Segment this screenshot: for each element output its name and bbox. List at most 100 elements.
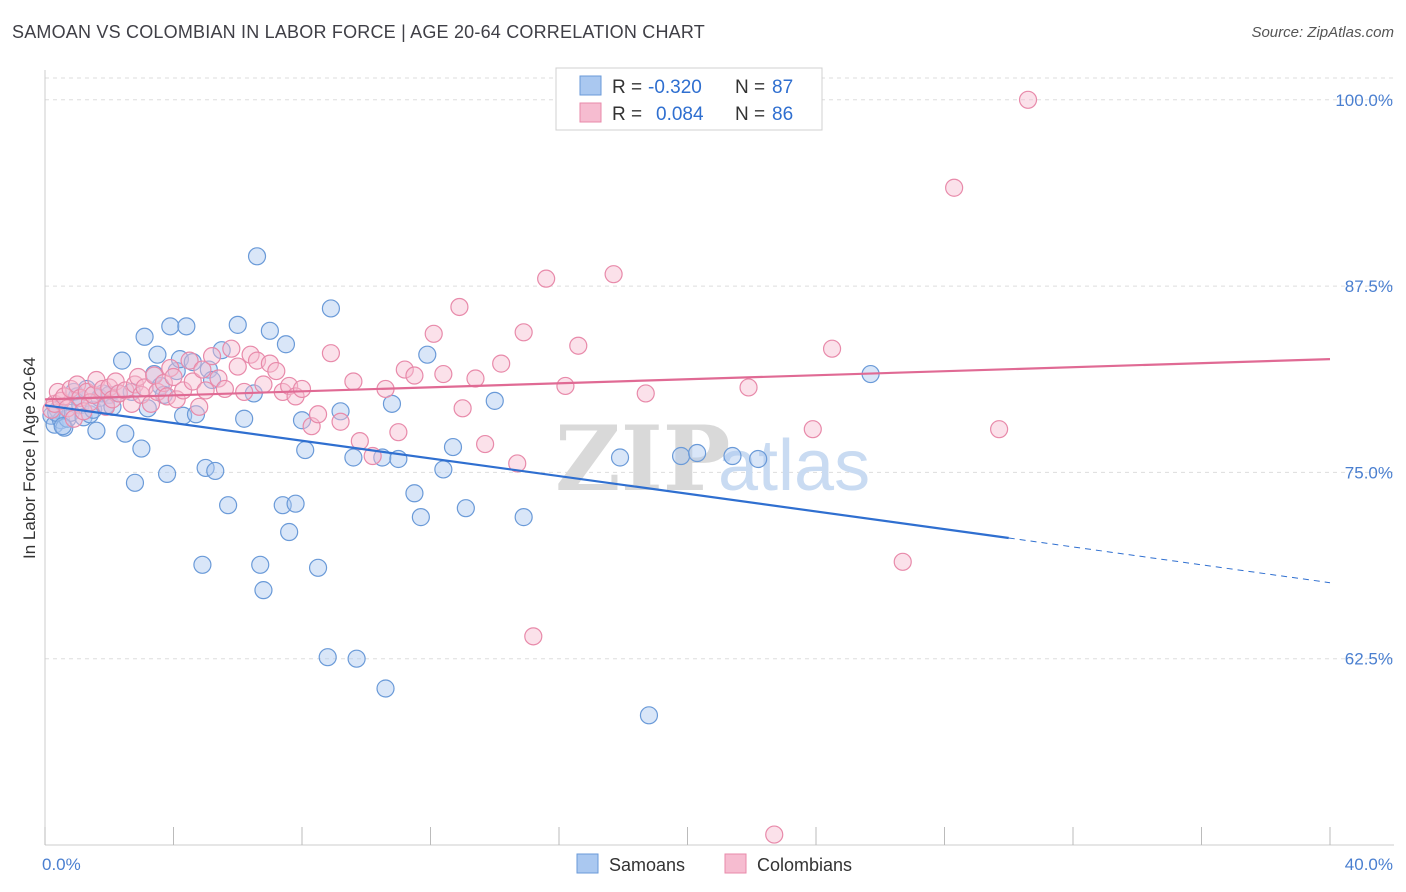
samoans-trend-extension <box>1008 537 1331 584</box>
samoans-point <box>87 421 106 440</box>
colombians-point <box>524 627 543 646</box>
colombians-point <box>1018 90 1038 109</box>
legend-r-label: R = <box>612 104 642 125</box>
samoans-point <box>219 496 238 515</box>
colombians-trend-line <box>44 358 1331 401</box>
y-axis-label: In Labor Force | Age 20-64 <box>20 357 39 559</box>
colombians-point <box>254 375 273 394</box>
samoans-point <box>610 448 630 467</box>
samoans-point <box>161 317 180 336</box>
colombians-point <box>453 399 472 418</box>
colombians-point <box>537 269 556 288</box>
bottom-legend-swatch-colombians <box>724 853 747 874</box>
samoans-point <box>125 473 145 492</box>
colombians-point <box>193 360 212 379</box>
samoans-point <box>514 508 533 527</box>
samoans-trend-line <box>44 404 1009 540</box>
samoans-point <box>331 402 350 421</box>
bottom-legend-colombians: Colombians <box>757 855 852 875</box>
samoans-point <box>723 446 742 466</box>
colombians-point <box>514 323 533 342</box>
legend-n-samoans: 87 <box>772 77 793 98</box>
colombians-point <box>424 324 443 343</box>
colombians-point <box>209 369 228 388</box>
samoans-point <box>276 335 296 354</box>
colombians-point <box>202 347 222 366</box>
bottom-legend-swatch-samoans <box>576 853 599 874</box>
source-credit: Source: ZipAtlas.com <box>1251 24 1394 41</box>
samoans-point <box>135 327 154 346</box>
y-tick-label: 100.0% <box>1335 91 1393 110</box>
legend-n-colombians: 86 <box>772 104 793 125</box>
samoans-point <box>318 648 337 667</box>
samoans-point <box>411 508 430 527</box>
colombians-point <box>292 379 312 399</box>
colombians-point <box>321 344 341 363</box>
samoans-point <box>251 555 270 574</box>
samoans-point <box>321 299 341 318</box>
colombians-point <box>508 454 527 473</box>
samoans-point <box>347 649 366 668</box>
colombians-point <box>803 420 822 439</box>
x-tick-label: 0.0% <box>42 855 81 874</box>
colombians-point <box>822 339 842 358</box>
legend: R = -0.320 N = 87 R = 0.084 N = 86 <box>555 67 823 131</box>
samoans-point <box>456 499 475 518</box>
colombians-point <box>55 387 74 406</box>
colombians-point <box>765 825 784 844</box>
axes <box>44 70 1394 846</box>
samoans-point <box>206 461 225 481</box>
samoans-point <box>405 484 424 503</box>
samoans-point <box>157 464 177 483</box>
samoans-point <box>376 679 395 698</box>
watermark-atlas: atlas <box>718 426 870 506</box>
watermark-zip: ZIP <box>555 406 730 512</box>
colombians-point <box>450 297 469 317</box>
colombians-point <box>222 339 241 358</box>
colombians-point <box>344 372 363 391</box>
colombians-point <box>395 360 414 379</box>
samoans-point <box>116 424 135 443</box>
samoans-point <box>148 345 167 364</box>
samoans-point <box>286 494 305 513</box>
colombians-point <box>389 423 408 442</box>
samoans-point <box>260 321 279 340</box>
samoans-point <box>443 437 463 457</box>
samoans-point <box>247 247 267 266</box>
colombians-point <box>604 265 623 284</box>
watermark: ZIP atlas <box>555 406 870 512</box>
samoans-point <box>418 345 437 364</box>
y-tick-label: 62.5% <box>1345 650 1393 669</box>
colombians-point <box>260 354 279 373</box>
colombians-point <box>183 372 202 391</box>
colombians-point <box>893 552 912 571</box>
samoans-point <box>671 446 691 466</box>
samoans-point <box>308 558 328 577</box>
y-tick-labels: 62.5% 75.0% 87.5% 100.0% <box>1335 91 1393 669</box>
samoans-point <box>344 448 363 467</box>
colombians-point <box>569 336 588 355</box>
y-tick-label: 75.0% <box>1345 463 1393 482</box>
samoans-point <box>292 411 312 430</box>
legend-r-samoans: -0.320 <box>648 77 702 98</box>
samoans-point <box>193 555 212 574</box>
samoans-point <box>177 317 196 336</box>
samoans-point <box>749 449 768 469</box>
bottom-legend: Samoans Colombians <box>576 853 852 875</box>
x-tick-label: 40.0% <box>1345 855 1393 874</box>
colombians-point <box>190 397 209 416</box>
colombians-point <box>164 367 183 387</box>
colombians-point <box>228 357 247 376</box>
series-colombians <box>42 90 1038 844</box>
colombians-point <box>180 351 199 370</box>
legend-r-label: R = <box>612 77 642 98</box>
samoans-point <box>112 351 132 370</box>
colombians-point <box>476 434 495 454</box>
colombians-point <box>267 361 286 381</box>
colombians-point <box>466 369 485 388</box>
samoans-point <box>235 409 254 428</box>
bottom-legend-samoans: Samoans <box>609 855 685 875</box>
colombians-point <box>636 384 655 403</box>
colombians-point <box>492 354 511 373</box>
